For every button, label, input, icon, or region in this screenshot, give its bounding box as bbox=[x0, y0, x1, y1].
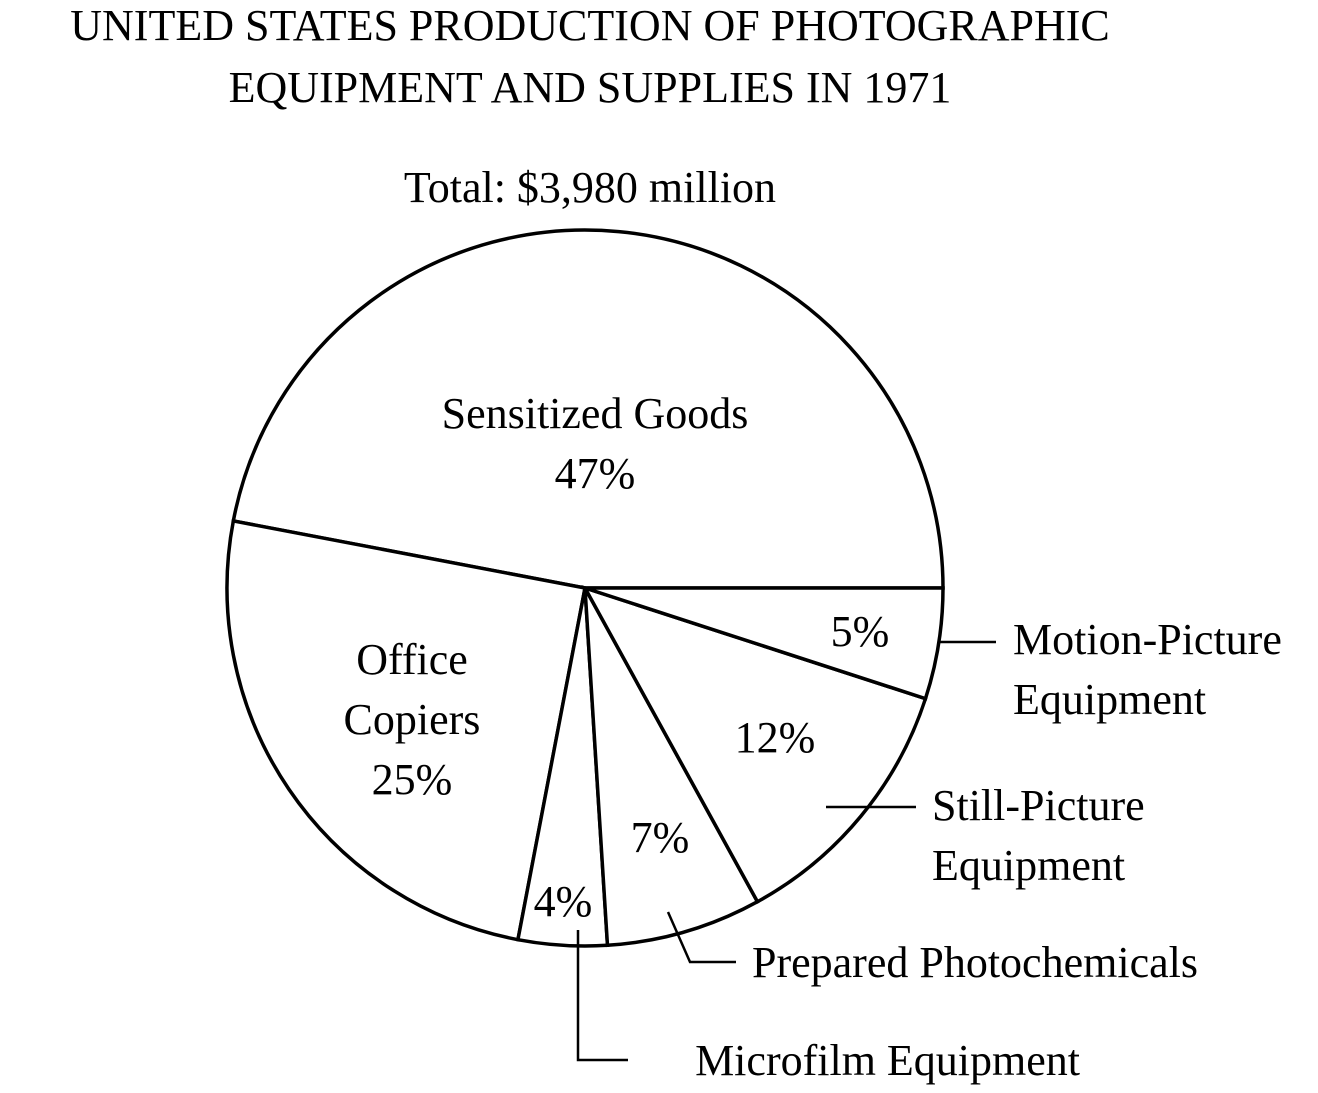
pie-slices bbox=[225, 228, 945, 948]
pie-labels: Sensitized Goods 47% Office Copiers 25% Micro… bbox=[344, 389, 1282, 1085]
slice-name-motion-picture-equipment-line-2: Equipment bbox=[1013, 675, 1206, 724]
slice-name-office-copiers-line-2: Copiers bbox=[344, 695, 481, 744]
slice-name-prepared-photochemicals: Prepared Photochemicals bbox=[752, 938, 1198, 987]
chart-subtitle: Total: $3,980 million bbox=[404, 163, 776, 212]
slice-value-still-picture-equipment: 12% bbox=[735, 713, 816, 762]
slice-value-microfilm-equipment: 4% bbox=[534, 877, 593, 926]
slice-name-sensitized-goods: Sensitized Goods bbox=[442, 389, 749, 438]
slice-value-prepared-photochemicals: 7% bbox=[631, 813, 690, 862]
pie-slice-prepared-photochemicals bbox=[583, 587, 760, 948]
slice-name-still-picture-equipment-line-1: Still-Picture bbox=[932, 781, 1145, 830]
pie-slice-sensitized-goods bbox=[231, 228, 945, 590]
pie-slice-still-picture-equipment bbox=[581, 584, 928, 905]
slice-name-still-picture-equipment-line-2: Equipment bbox=[932, 841, 1125, 890]
slice-name-office-copiers-line-1: Office bbox=[356, 635, 468, 684]
leader-line-microfilm bbox=[576, 930, 628, 1062]
pie-slice-office-copiers bbox=[225, 518, 588, 942]
slice-name-motion-picture-equipment-line-1: Motion-Picture bbox=[1013, 615, 1282, 664]
pie-slice-motion-picture-equipment bbox=[584, 586, 945, 701]
slice-value-sensitized-goods: 47% bbox=[555, 449, 636, 498]
slice-value-office-copiers: 25% bbox=[372, 755, 453, 804]
leader-line-photochemicals bbox=[666, 911, 736, 964]
chart-title-line-1: UNITED STATES PRODUCTION OF PHOTOGRAPHIC bbox=[70, 1, 1110, 50]
slice-name-microfilm-equipment: Microfilm Equipment bbox=[695, 1036, 1080, 1085]
chart-title-line-2: EQUIPMENT AND SUPPLIES IN 1971 bbox=[229, 63, 952, 112]
slice-value-motion-picture-equipment: 5% bbox=[831, 607, 890, 656]
